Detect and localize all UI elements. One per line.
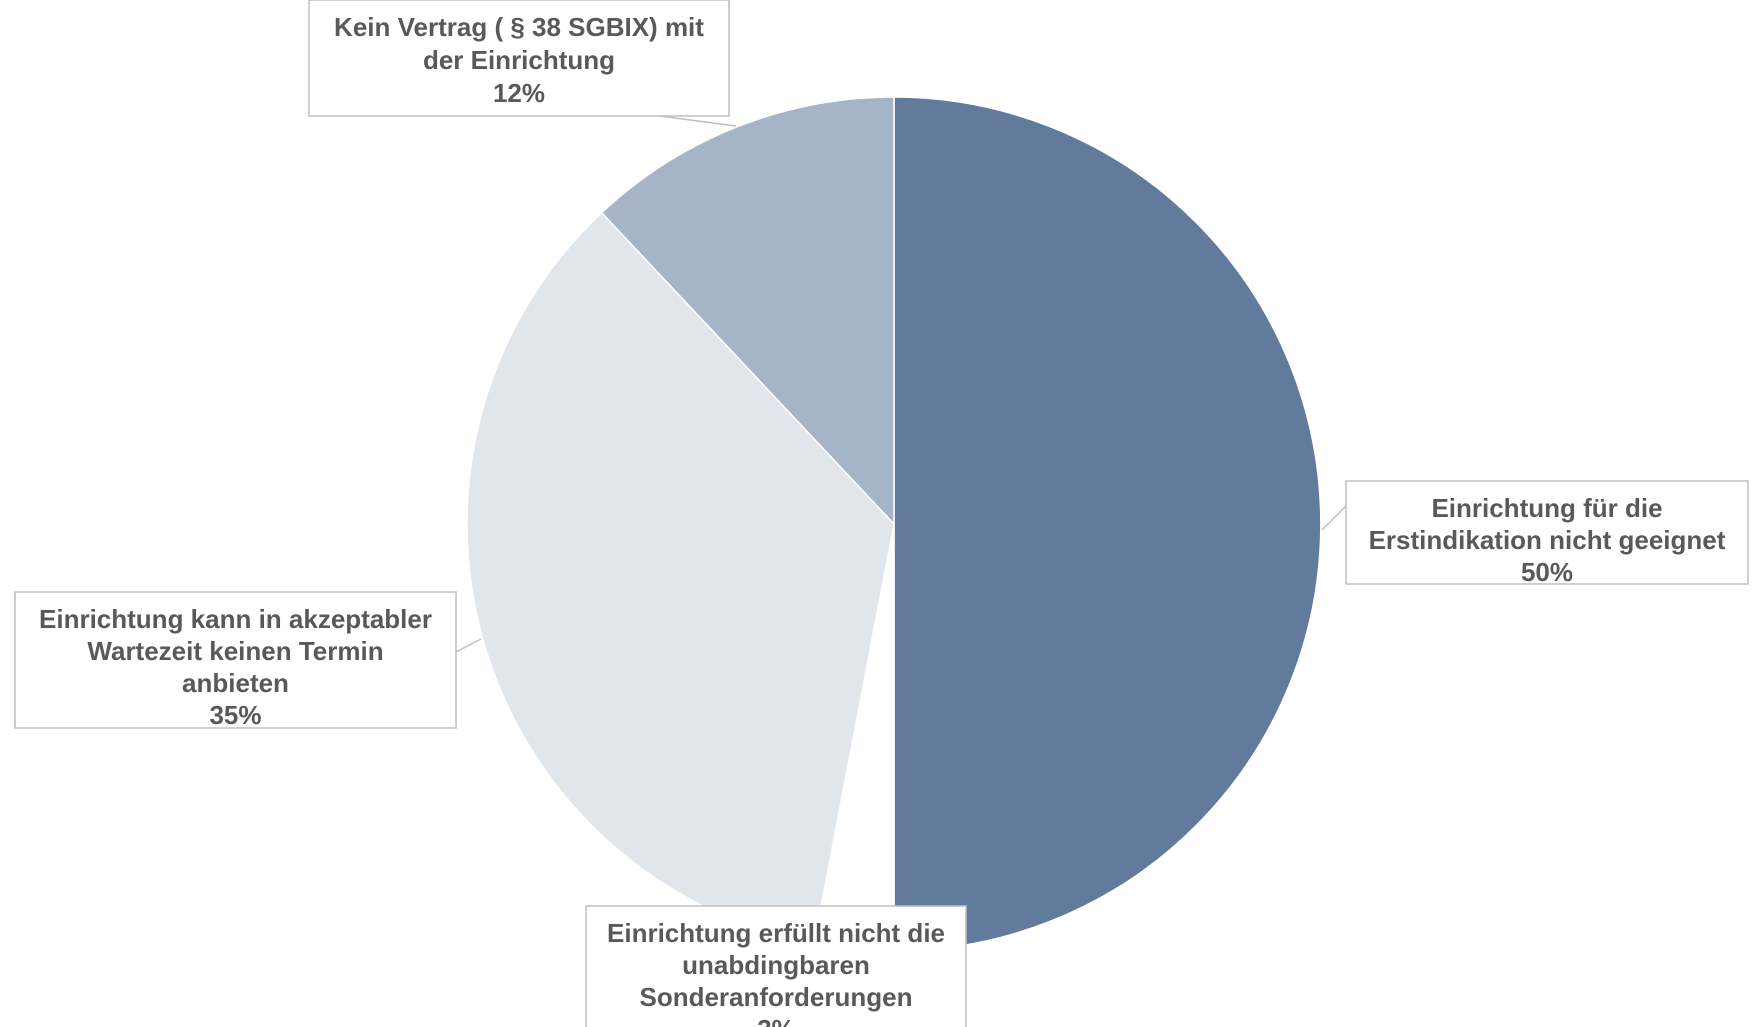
label-line: Erstindikation nicht geeignet	[1369, 525, 1726, 555]
pie-slices	[466, 96, 1322, 952]
pie-slice-4	[600, 96, 895, 526]
leader-line-1	[1321, 505, 1347, 531]
label-line: Einrichtung kann in akzeptabler	[39, 604, 432, 634]
label-box	[308, 0, 730, 117]
label-line: unabdingbaren	[682, 950, 870, 980]
label-line: Sonderanforderungen	[639, 982, 912, 1012]
label-line: Einrichtung erfüllt nicht die	[607, 918, 945, 948]
slice-label-2: Einrichtung erfüllt nicht dieunabdingbar…	[585, 905, 967, 1027]
label-line: der Einrichtung	[423, 45, 615, 75]
label-line: Kein Vertrag ( § 38 SGBIX) mit	[334, 12, 704, 42]
label-percent: 3%	[757, 1014, 795, 1027]
pie-slice-3	[466, 211, 895, 945]
label-box	[585, 905, 967, 1027]
label-percent: 50%	[1521, 557, 1573, 587]
leader-line-4	[659, 115, 737, 127]
slice-label-3: Einrichtung kann in akzeptablerWartezeit…	[14, 591, 457, 730]
label-percent: 12%	[493, 78, 545, 108]
leader-line-3	[455, 638, 482, 653]
label-box	[14, 591, 457, 729]
leader-lines	[455, 115, 1347, 653]
label-line: anbieten	[182, 668, 289, 698]
label-box	[1345, 480, 1749, 585]
label-percent: 35%	[209, 700, 261, 730]
label-line: Wartezeit keinen Termin	[87, 636, 383, 666]
pie-slice-1	[893, 96, 1322, 952]
label-line: Einrichtung für die	[1431, 493, 1662, 523]
